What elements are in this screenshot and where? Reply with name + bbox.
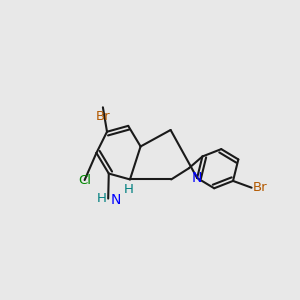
- Text: Br: Br: [96, 110, 110, 123]
- Text: H: H: [97, 192, 107, 205]
- Text: H: H: [123, 183, 133, 196]
- Text: N: N: [192, 171, 202, 185]
- Text: Cl: Cl: [78, 173, 91, 187]
- Text: N: N: [110, 193, 121, 207]
- Text: Br: Br: [253, 181, 267, 194]
